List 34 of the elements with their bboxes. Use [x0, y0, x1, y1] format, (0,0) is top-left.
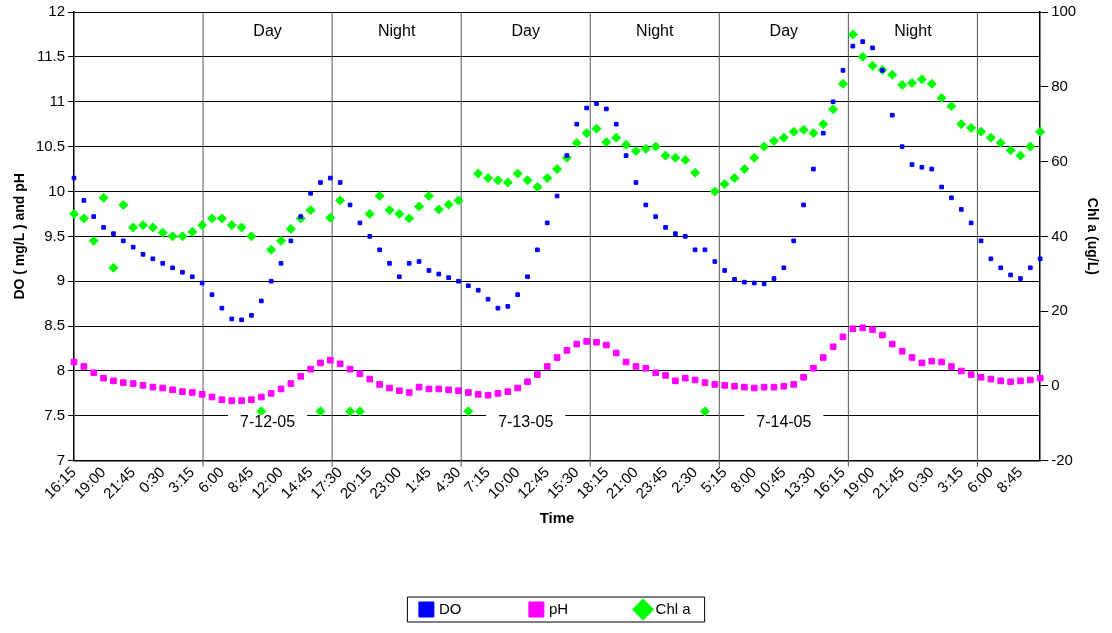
y-tick-label: 10.5	[35, 136, 65, 154]
y-tick-label: 9.5	[44, 226, 65, 244]
y2-tick-label: 40	[1051, 226, 1068, 244]
y2-tick-label: 20	[1051, 301, 1068, 319]
y2-axis-title: Chl a (ug/L)	[1084, 197, 1101, 275]
y-tick-label: 8.5	[44, 316, 65, 334]
x-tick-label: 4:30	[430, 463, 464, 496]
annotation: Day	[253, 22, 282, 40]
y-tick-label: 11	[49, 91, 65, 109]
y-axis-title: DO ( mg/L ) and pH	[11, 173, 28, 300]
y-tick-label: 8	[56, 361, 65, 379]
annotation: Night	[377, 22, 416, 40]
legend-label: Chl a	[655, 599, 692, 617]
y-tick-label: 10	[48, 181, 65, 199]
y2-tick-label: 100	[1051, 2, 1077, 20]
annotation: 7-14-05	[756, 413, 812, 431]
x-axis-title: Time	[539, 509, 575, 527]
legend-label: DO	[438, 599, 462, 617]
y2-tick-label: 80	[1051, 76, 1068, 94]
y-tick-label: 12	[48, 2, 65, 20]
annotation: Night	[894, 22, 933, 40]
annotation: Day	[769, 22, 799, 40]
annotation: 7-13-05	[498, 413, 554, 431]
y-tick-label: 9	[56, 271, 65, 289]
y2-tick-label: 60	[1051, 151, 1068, 169]
legend-label: pH	[548, 599, 569, 617]
y-tick-label: 7.5	[44, 406, 65, 423]
y2-tick-label: 0	[1051, 376, 1060, 394]
annotation: Night	[636, 22, 674, 40]
y-tick-label: 7	[56, 450, 65, 468]
y2-tick-label: -20	[1051, 450, 1073, 468]
annotation: Day	[511, 22, 540, 40]
y-tick-label: 11.5	[36, 47, 65, 65]
annotation: 7-12-05	[240, 413, 296, 431]
